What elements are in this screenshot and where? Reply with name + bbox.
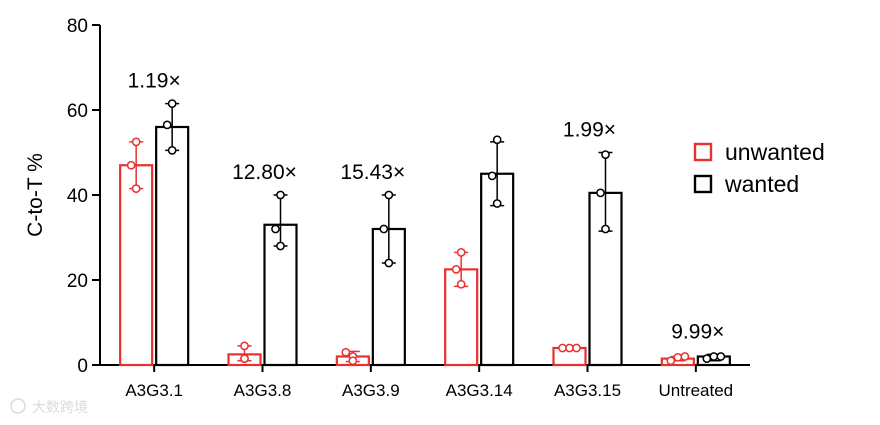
- data-point-wanted: [384, 190, 394, 200]
- chart-labels: A3G3.1 1.19× A3G3.8 12.80× A3G3.9 15.43× A3G3.…: [125, 70, 733, 400]
- y-tick-label: 60: [67, 101, 88, 122]
- data-point-unwanted: [131, 137, 141, 147]
- data-point-wanted: [271, 224, 280, 234]
- data-point-wanted: [384, 258, 394, 268]
- data-point-wanted: [276, 190, 285, 200]
- data-point-unwanted: [126, 160, 136, 170]
- data-point-unwanted: [240, 354, 249, 363]
- legend: unwanted wanted: [693, 139, 825, 197]
- data-point-unwanted: [240, 341, 249, 351]
- x-tick-label: Untreated: [658, 381, 733, 400]
- data-point-wanted: [379, 224, 389, 234]
- y-tick-label: 40: [67, 186, 88, 207]
- data-point-wanted: [162, 120, 172, 130]
- legend-label-wanted: wanted: [724, 171, 799, 197]
- x-tick-label: A3G3.9: [342, 381, 400, 400]
- data-point-unwanted: [131, 184, 141, 193]
- fold-change-label: 1.99×: [563, 119, 616, 142]
- legend-label-unwanted: unwanted: [725, 139, 825, 165]
- data-point-wanted: [167, 146, 177, 155]
- fold-change-label: 9.99×: [671, 320, 724, 343]
- x-tick-label: A3G3.8: [234, 381, 292, 400]
- chart-bars: [119, 99, 731, 367]
- data-point-unwanted: [456, 279, 466, 289]
- data-point-unwanted: [680, 352, 690, 361]
- data-point-unwanted: [348, 356, 358, 366]
- fold-change-label: 1.19×: [128, 70, 181, 93]
- data-point-unwanted: [565, 343, 574, 353]
- legend-swatch-unwanted: [693, 142, 713, 162]
- data-point-wanted: [601, 150, 610, 159]
- x-tick-label: A3G3.15: [554, 381, 621, 400]
- data-point-unwanted: [456, 248, 466, 257]
- data-point-wanted: [596, 188, 605, 198]
- chart-axes: 0 20 40 60 80: [67, 16, 750, 377]
- x-tick-label: A3G3.14: [446, 381, 513, 400]
- data-point-unwanted: [666, 356, 676, 366]
- x-tick-label: A3G3.1: [125, 381, 183, 400]
- data-point-unwanted: [673, 353, 683, 362]
- data-point-wanted: [601, 224, 610, 234]
- data-point-unwanted: [341, 347, 351, 357]
- y-axis-title: C-to-T %: [24, 153, 47, 237]
- data-point-wanted: [492, 199, 502, 208]
- data-point-wanted: [709, 352, 719, 361]
- y-tick-label: 20: [67, 271, 88, 292]
- data-point-unwanted: [572, 343, 581, 353]
- y-tick-label: 0: [77, 356, 88, 377]
- legend-swatch-wanted: [693, 174, 713, 194]
- bar-unwanted: [119, 164, 154, 367]
- data-point-wanted: [716, 352, 726, 361]
- watermark: 大数跨境: [10, 398, 88, 416]
- y-tick-label: 80: [67, 16, 88, 37]
- watermark-text: 大数跨境: [32, 400, 88, 416]
- fold-change-label: 15.43×: [340, 161, 405, 184]
- fold-change-label: 12.80×: [232, 161, 297, 184]
- data-point-unwanted: [451, 265, 461, 274]
- data-point-unwanted: [558, 343, 567, 353]
- data-point-wanted: [492, 135, 502, 145]
- data-point-wanted: [167, 99, 177, 108]
- data-point-wanted: [487, 171, 497, 181]
- data-point-wanted: [702, 354, 712, 363]
- data-point-wanted: [276, 241, 285, 251]
- bar-wanted: [155, 125, 190, 367]
